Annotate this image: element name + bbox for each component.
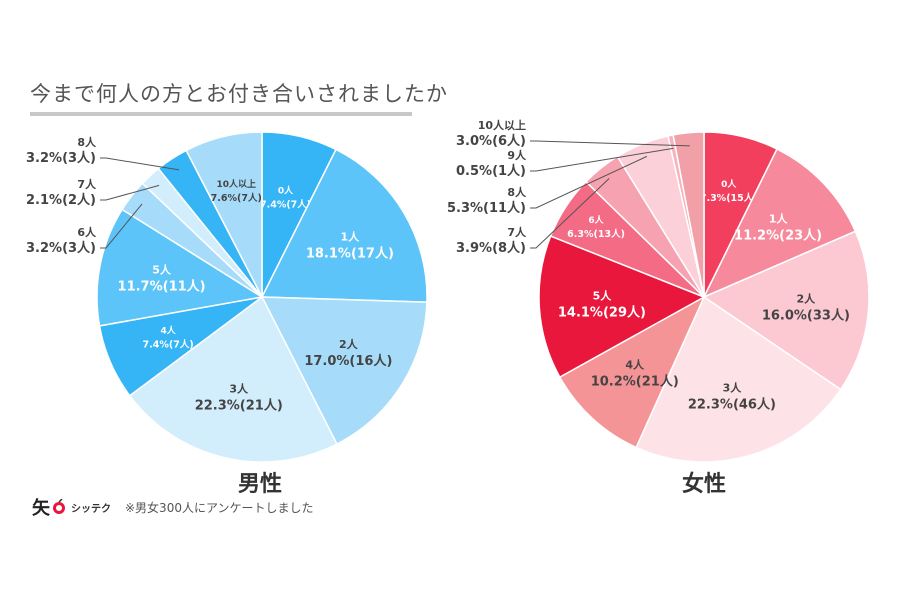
slice-category-label: 0人 [278,184,294,196]
footer: 矢 シッテク ※男女300人にアンケートしました [32,492,313,522]
slice-value-label: 3.9%(8人) [456,240,526,256]
slice-category-label: 2人 [339,337,359,351]
male-chart-title: 男性 [238,472,283,497]
pie-slice [260,148,428,303]
callout-line [100,157,180,171]
slice-value-label: 3.2%(3人) [26,240,96,256]
slice-value-label: 17.0%(16人) [304,353,392,369]
slice-value-label: 11.7%(11人) [118,279,206,295]
pie-male: 0人 7.4%(7人) 1人 18.1%(17人) 2人 17.0%(16人) 3人 22.3… [26,131,428,463]
slice-category-label: 1人 [341,230,361,244]
slice-category-label: 4人 [625,357,645,371]
slice-category-label: 7人 [77,177,97,191]
slice-value-label: 6.3%(13人) [567,228,625,240]
slice-value-label: 7.4%(7人) [143,339,194,351]
slice-category-label: 6人 [77,225,97,239]
pie-slice [260,296,428,446]
slice-category-label: 0人 [721,178,737,190]
slice-value-label: 11.2%(23人) [734,227,822,243]
callout-line [530,140,690,147]
pie-slice [96,208,265,327]
slice-category-label: 5人 [152,263,172,277]
slice-value-label: 22.3%(21人) [195,398,283,414]
slice-category-label: 5人 [593,289,613,303]
slice-category-label: 8人 [77,135,97,149]
callout-line [530,147,674,172]
pie-female: 0人 7.3%(15人) 1人 11.2%(23人) 2人 16.0%(33人) 3人 22.… [447,118,870,463]
slice-value-label: 7.3%(15人) [700,192,758,204]
survey-note: ※男女300人にアンケートしました [125,500,314,515]
title-underline [30,112,412,116]
brand-name: シッテク [71,503,111,515]
pie-slice [538,235,706,379]
logo-char: 矢 [32,498,50,519]
slice-category-label: 9人 [507,148,527,162]
pie-slice [702,148,857,299]
slice-value-label: 3.0%(6人) [456,133,526,149]
pie-slice [672,131,705,298]
pie-slice [558,295,706,449]
callout-line [100,184,160,201]
slice-category-label: 4人 [160,325,176,337]
slice-value-label: 2.1%(2人) [26,192,96,208]
slice-category-label: 6人 [588,214,604,226]
pie-slice [185,131,263,298]
slice-category-label: 3人 [229,382,249,396]
female-chart-title: 女性 [682,472,727,497]
slice-category-label: 1人 [769,211,789,225]
slice-value-label: 5.3%(11人) [447,200,526,216]
slice-value-label: 3.2%(3人) [26,150,96,166]
pie-slice [128,295,338,463]
slice-value-label: 22.3%(46人) [688,396,776,412]
slice-value-label: 16.0%(33人) [762,307,850,323]
slice-category-label: 8人 [507,185,527,199]
slice-value-label: 18.1%(17人) [306,246,394,262]
brand-logo: 矢 シッテク [32,494,111,520]
slice-category-label: 3人 [723,380,743,394]
apple-icon [53,499,65,514]
slice-value-label: 0.5%(1人) [456,163,526,179]
slice-category-label: 10人以上 [478,118,526,132]
callout-line [530,155,648,209]
slice-value-label: 10.2%(21人) [591,373,679,389]
callout-line [530,178,610,249]
callout-line [100,203,143,249]
page-title: 今まで何人の方とお付き合いされましたか [30,82,448,106]
pie-slice [702,230,870,391]
slice-value-label: 7.4%(7人) [260,198,311,210]
slice-category-label: 10人以上 [216,178,256,190]
slice-value-label: 7.6%(7人) [211,192,262,204]
slice-category-label: 2人 [797,291,817,305]
slice-value-label: 14.1%(29人) [558,305,646,321]
slice-category-label: 7人 [507,225,527,239]
pie-slice [635,295,842,463]
